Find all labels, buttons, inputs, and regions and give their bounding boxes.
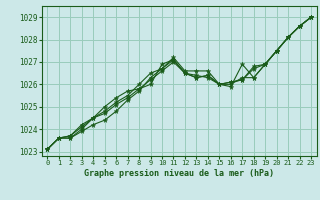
X-axis label: Graphe pression niveau de la mer (hPa): Graphe pression niveau de la mer (hPa) bbox=[84, 169, 274, 178]
